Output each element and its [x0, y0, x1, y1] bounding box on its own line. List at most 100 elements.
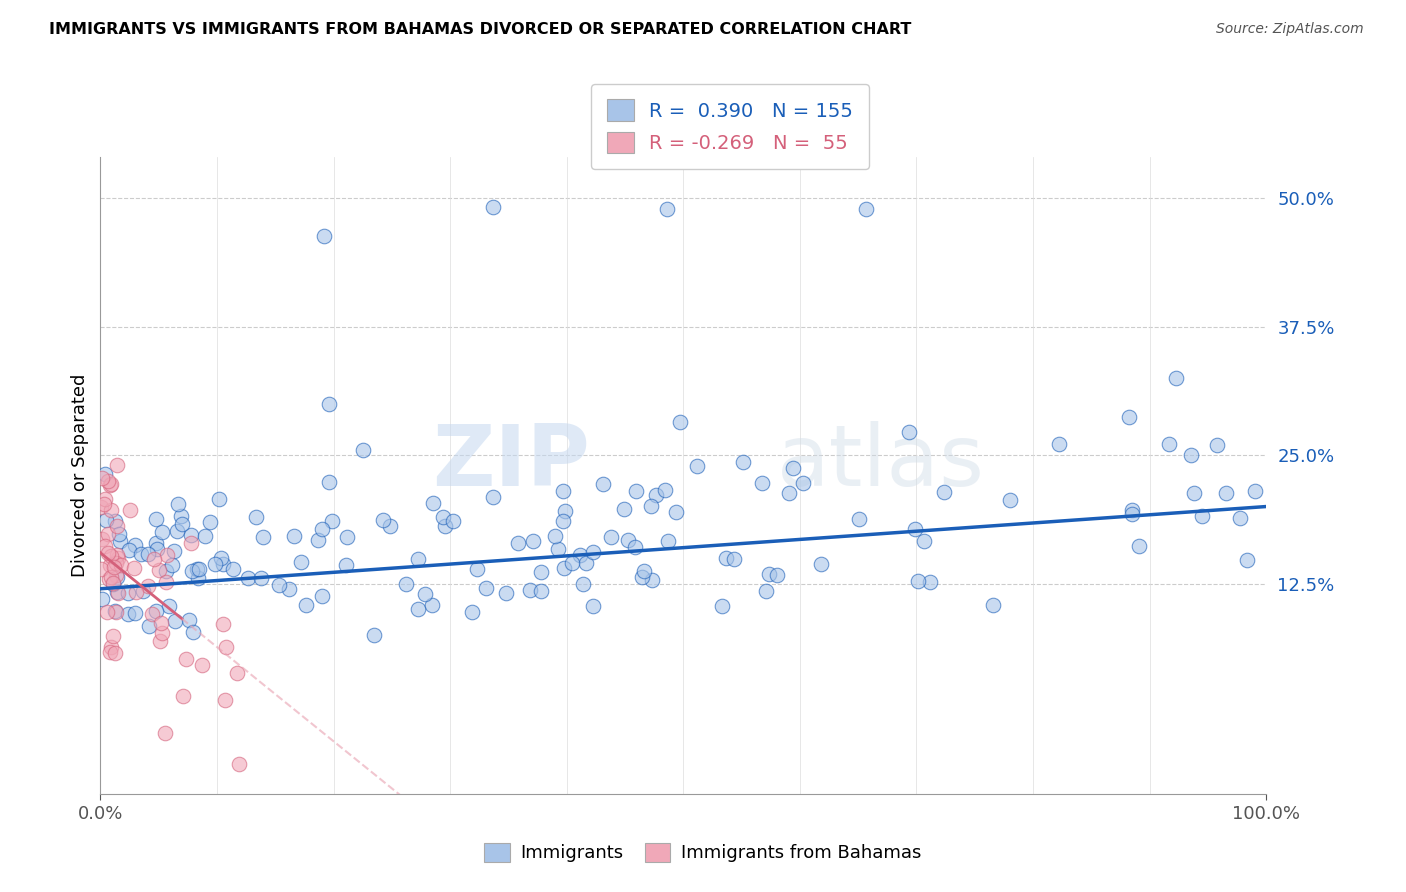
Point	[118, 503, 141, 517]
Legend: R =  0.390   N = 155, R = -0.269   N =  55: R = 0.390 N = 155, R = -0.269 N = 55	[591, 84, 869, 169]
Point	[903, 522, 925, 536]
Point	[146, 542, 169, 557]
Point	[482, 491, 505, 505]
Point	[97, 546, 120, 560]
Point	[1047, 436, 1070, 450]
Point	[792, 476, 814, 491]
Point	[150, 616, 173, 631]
Point	[415, 586, 437, 600]
Point	[1121, 507, 1143, 521]
Y-axis label: Divorced or Separated: Divorced or Separated	[72, 374, 89, 577]
Point	[90, 562, 112, 576]
Point	[98, 478, 121, 492]
Point	[211, 617, 233, 632]
Point	[153, 726, 176, 740]
Point	[782, 460, 804, 475]
Point	[907, 574, 929, 589]
Point	[568, 548, 591, 562]
Point	[723, 551, 745, 566]
Point	[1236, 553, 1258, 567]
Point	[90, 471, 112, 485]
Point	[129, 547, 152, 561]
Point	[755, 583, 778, 598]
Point	[101, 629, 124, 643]
Point	[194, 529, 217, 543]
Point	[613, 502, 636, 516]
Point	[162, 544, 184, 558]
Point	[1157, 437, 1180, 451]
Point	[308, 533, 330, 547]
Point	[105, 605, 128, 619]
Point	[152, 626, 174, 640]
Point	[645, 488, 668, 502]
Point	[245, 509, 267, 524]
Point	[1128, 539, 1150, 553]
Point	[125, 584, 148, 599]
Point	[98, 645, 121, 659]
Point	[180, 535, 202, 549]
Point	[714, 551, 737, 566]
Point	[1191, 508, 1213, 523]
Point	[214, 693, 236, 707]
Point	[600, 531, 623, 545]
Point	[94, 539, 117, 553]
Point	[561, 556, 583, 570]
Point	[165, 614, 187, 628]
Point	[93, 467, 115, 481]
Text: IMMIGRANTS VS IMMIGRANTS FROM BAHAMAS DIVORCED OR SEPARATED CORRELATION CHART: IMMIGRANTS VS IMMIGRANTS FROM BAHAMAS DI…	[49, 22, 911, 37]
Point	[422, 496, 444, 510]
Point	[104, 514, 127, 528]
Point	[90, 532, 112, 546]
Point	[104, 603, 127, 617]
Point	[211, 557, 233, 571]
Point	[208, 491, 231, 506]
Point	[150, 524, 173, 539]
Point	[855, 202, 877, 216]
Point	[554, 504, 576, 518]
Point	[278, 582, 301, 596]
Point	[406, 551, 429, 566]
Point	[187, 571, 209, 585]
Point	[434, 518, 457, 533]
Point	[198, 515, 221, 529]
Point	[267, 577, 290, 591]
Legend: Immigrants, Immigrants from Bahamas: Immigrants, Immigrants from Bahamas	[477, 836, 929, 870]
Point	[686, 458, 709, 473]
Point	[97, 526, 120, 541]
Point	[105, 458, 128, 472]
Point	[181, 564, 204, 578]
Text: atlas: atlas	[776, 421, 984, 505]
Point	[170, 509, 193, 524]
Point	[592, 477, 614, 491]
Point	[575, 556, 598, 570]
Point	[311, 522, 333, 536]
Point	[132, 583, 155, 598]
Point	[180, 528, 202, 542]
Point	[155, 574, 177, 589]
Point	[104, 647, 127, 661]
Point	[191, 657, 214, 672]
Point	[157, 599, 180, 614]
Point	[912, 533, 935, 548]
Point	[758, 566, 780, 581]
Point	[98, 558, 121, 573]
Point	[107, 586, 129, 600]
Point	[143, 552, 166, 566]
Point	[108, 534, 131, 549]
Point	[519, 583, 541, 598]
Point	[101, 576, 124, 591]
Point	[553, 514, 575, 528]
Point	[94, 491, 117, 506]
Point	[103, 577, 125, 591]
Point	[204, 557, 226, 571]
Point	[395, 577, 418, 591]
Point	[97, 475, 120, 489]
Point	[104, 567, 127, 582]
Point	[336, 530, 359, 544]
Point	[461, 605, 484, 619]
Point	[110, 558, 132, 572]
Point	[181, 625, 204, 640]
Point	[657, 534, 679, 549]
Point	[544, 529, 567, 543]
Point	[188, 562, 211, 576]
